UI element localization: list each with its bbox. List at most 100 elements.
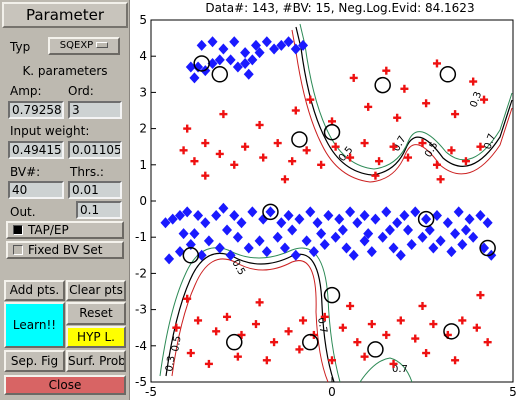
reset-button[interactable]: Reset bbox=[66, 302, 126, 325]
red-point-marker bbox=[223, 312, 232, 321]
red-point-marker bbox=[204, 359, 213, 368]
learn-button[interactable]: Learn!! bbox=[4, 302, 65, 348]
separate-figure-button[interactable]: Sep. Fig bbox=[4, 350, 65, 372]
basis-vector-circle bbox=[302, 333, 319, 351]
red-point-marker bbox=[183, 294, 192, 303]
plot-axes: -5 -4 -3 -2 -1 0 1 2 3 4 5 -5 0 5 bbox=[135, 13, 517, 399]
class-b-points bbox=[172, 59, 492, 368]
close-button[interactable]: Close bbox=[4, 375, 126, 395]
blue-point-marker bbox=[164, 253, 175, 265]
y-tick-label: 1 bbox=[139, 158, 147, 172]
blue-point-marker bbox=[428, 242, 439, 254]
blue-point-marker bbox=[261, 246, 272, 258]
blue-point-marker bbox=[359, 209, 370, 221]
red-point-marker bbox=[447, 146, 456, 155]
contour-label: 0.5 bbox=[170, 335, 184, 353]
blue-point-marker bbox=[446, 246, 457, 258]
red-point-marker bbox=[458, 316, 467, 325]
blue-point-marker bbox=[279, 242, 290, 254]
blue-point-marker bbox=[345, 206, 356, 218]
basis-vector-circle bbox=[417, 210, 435, 228]
red-point-marker bbox=[233, 352, 242, 361]
add-points-button[interactable]: Add pts. bbox=[4, 280, 65, 301]
tap-ep-label: TAP/EP bbox=[28, 223, 69, 237]
blue-point-marker bbox=[316, 228, 327, 240]
blue-point-marker bbox=[185, 238, 196, 250]
blue-point-marker bbox=[330, 231, 341, 243]
output-noise-field[interactable]: 0.1 bbox=[76, 201, 122, 219]
blue-point-marker bbox=[392, 217, 403, 229]
blue-point-marker bbox=[388, 242, 399, 254]
input-weight-field-2[interactable]: 0.01105 bbox=[68, 141, 122, 159]
blue-point-marker bbox=[334, 213, 345, 225]
typ-label: Typ bbox=[10, 40, 31, 54]
blue-point-marker bbox=[323, 209, 334, 221]
red-point-marker bbox=[404, 153, 413, 162]
red-point-marker bbox=[190, 157, 199, 166]
red-point-marker bbox=[328, 117, 336, 126]
blue-point-marker bbox=[464, 213, 475, 225]
basis-vector-circle bbox=[443, 323, 460, 340]
y-tick-label: -4 bbox=[135, 339, 147, 353]
red-point-marker bbox=[291, 106, 300, 115]
input-weight-field-1[interactable]: 0.49415 bbox=[8, 141, 64, 159]
blue-point-marker bbox=[337, 224, 348, 236]
blue-point-marker bbox=[421, 213, 432, 225]
blue-point-marker bbox=[475, 209, 486, 221]
red-point-marker bbox=[375, 157, 384, 166]
contour-0.5-upper bbox=[295, 26, 513, 176]
blue-point-marker bbox=[240, 47, 251, 59]
blue-point-marker bbox=[341, 242, 352, 254]
blue-point-marker bbox=[258, 213, 269, 225]
blue-point-marker bbox=[160, 217, 171, 229]
blue-point-marker bbox=[203, 235, 214, 247]
blue-point-marker bbox=[308, 246, 319, 258]
amp-field[interactable]: 0.79258 bbox=[8, 101, 64, 119]
surface-probability-button[interactable]: Surf. Prob bbox=[66, 350, 126, 372]
kernel-type-select[interactable]: SQEXP bbox=[48, 37, 120, 55]
red-point-marker bbox=[451, 356, 460, 365]
blue-point-marker bbox=[272, 231, 283, 243]
threshold-label: Thrs.: bbox=[70, 165, 104, 179]
hyp-l-button[interactable]: HYP L. bbox=[66, 326, 126, 348]
blue-point-marker bbox=[189, 72, 200, 84]
blue-point-marker bbox=[468, 231, 479, 243]
output-noise-label: Out. bbox=[10, 205, 36, 219]
red-point-marker bbox=[284, 327, 293, 336]
blue-point-marker bbox=[287, 224, 298, 236]
y-tick-label: -5 bbox=[135, 375, 147, 389]
blue-point-marker bbox=[240, 57, 251, 69]
class-a-points bbox=[160, 36, 497, 265]
blue-point-marker bbox=[381, 206, 392, 218]
blue-point-marker bbox=[222, 224, 233, 236]
blue-point-marker bbox=[211, 209, 222, 221]
blue-point-marker bbox=[460, 224, 471, 236]
red-point-marker bbox=[306, 95, 315, 104]
contour-0.7-upper bbox=[299, 23, 513, 170]
ord-field[interactable]: 3 bbox=[68, 101, 122, 119]
blue-point-marker bbox=[174, 246, 185, 258]
clear-points-button[interactable]: Clear pts bbox=[66, 280, 126, 301]
blue-point-marker bbox=[377, 231, 388, 243]
red-point-marker bbox=[400, 84, 409, 93]
blue-point-marker bbox=[225, 249, 236, 261]
tap-ep-toggle[interactable]: TAP/EP bbox=[6, 221, 124, 239]
contour-0.7-bottom-right bbox=[359, 357, 413, 383]
fixed-bv-set-toggle[interactable]: Fixed BV Set bbox=[6, 241, 124, 259]
bv-count-field[interactable]: 40 bbox=[8, 181, 64, 199]
blue-point-marker bbox=[243, 242, 254, 254]
basis-vector-circle bbox=[182, 247, 200, 264]
red-point-marker bbox=[295, 345, 304, 354]
red-point-marker bbox=[320, 312, 329, 321]
blue-point-marker bbox=[218, 43, 229, 55]
blue-point-marker bbox=[384, 224, 395, 236]
threshold-field[interactable]: 0.01 bbox=[68, 181, 122, 199]
red-point-marker bbox=[259, 153, 268, 162]
blue-point-marker bbox=[200, 217, 211, 229]
blue-point-marker bbox=[182, 206, 193, 218]
red-point-marker bbox=[469, 77, 478, 86]
red-point-marker bbox=[353, 338, 362, 347]
red-point-marker bbox=[432, 59, 441, 68]
basis-vector-circle bbox=[479, 239, 496, 257]
